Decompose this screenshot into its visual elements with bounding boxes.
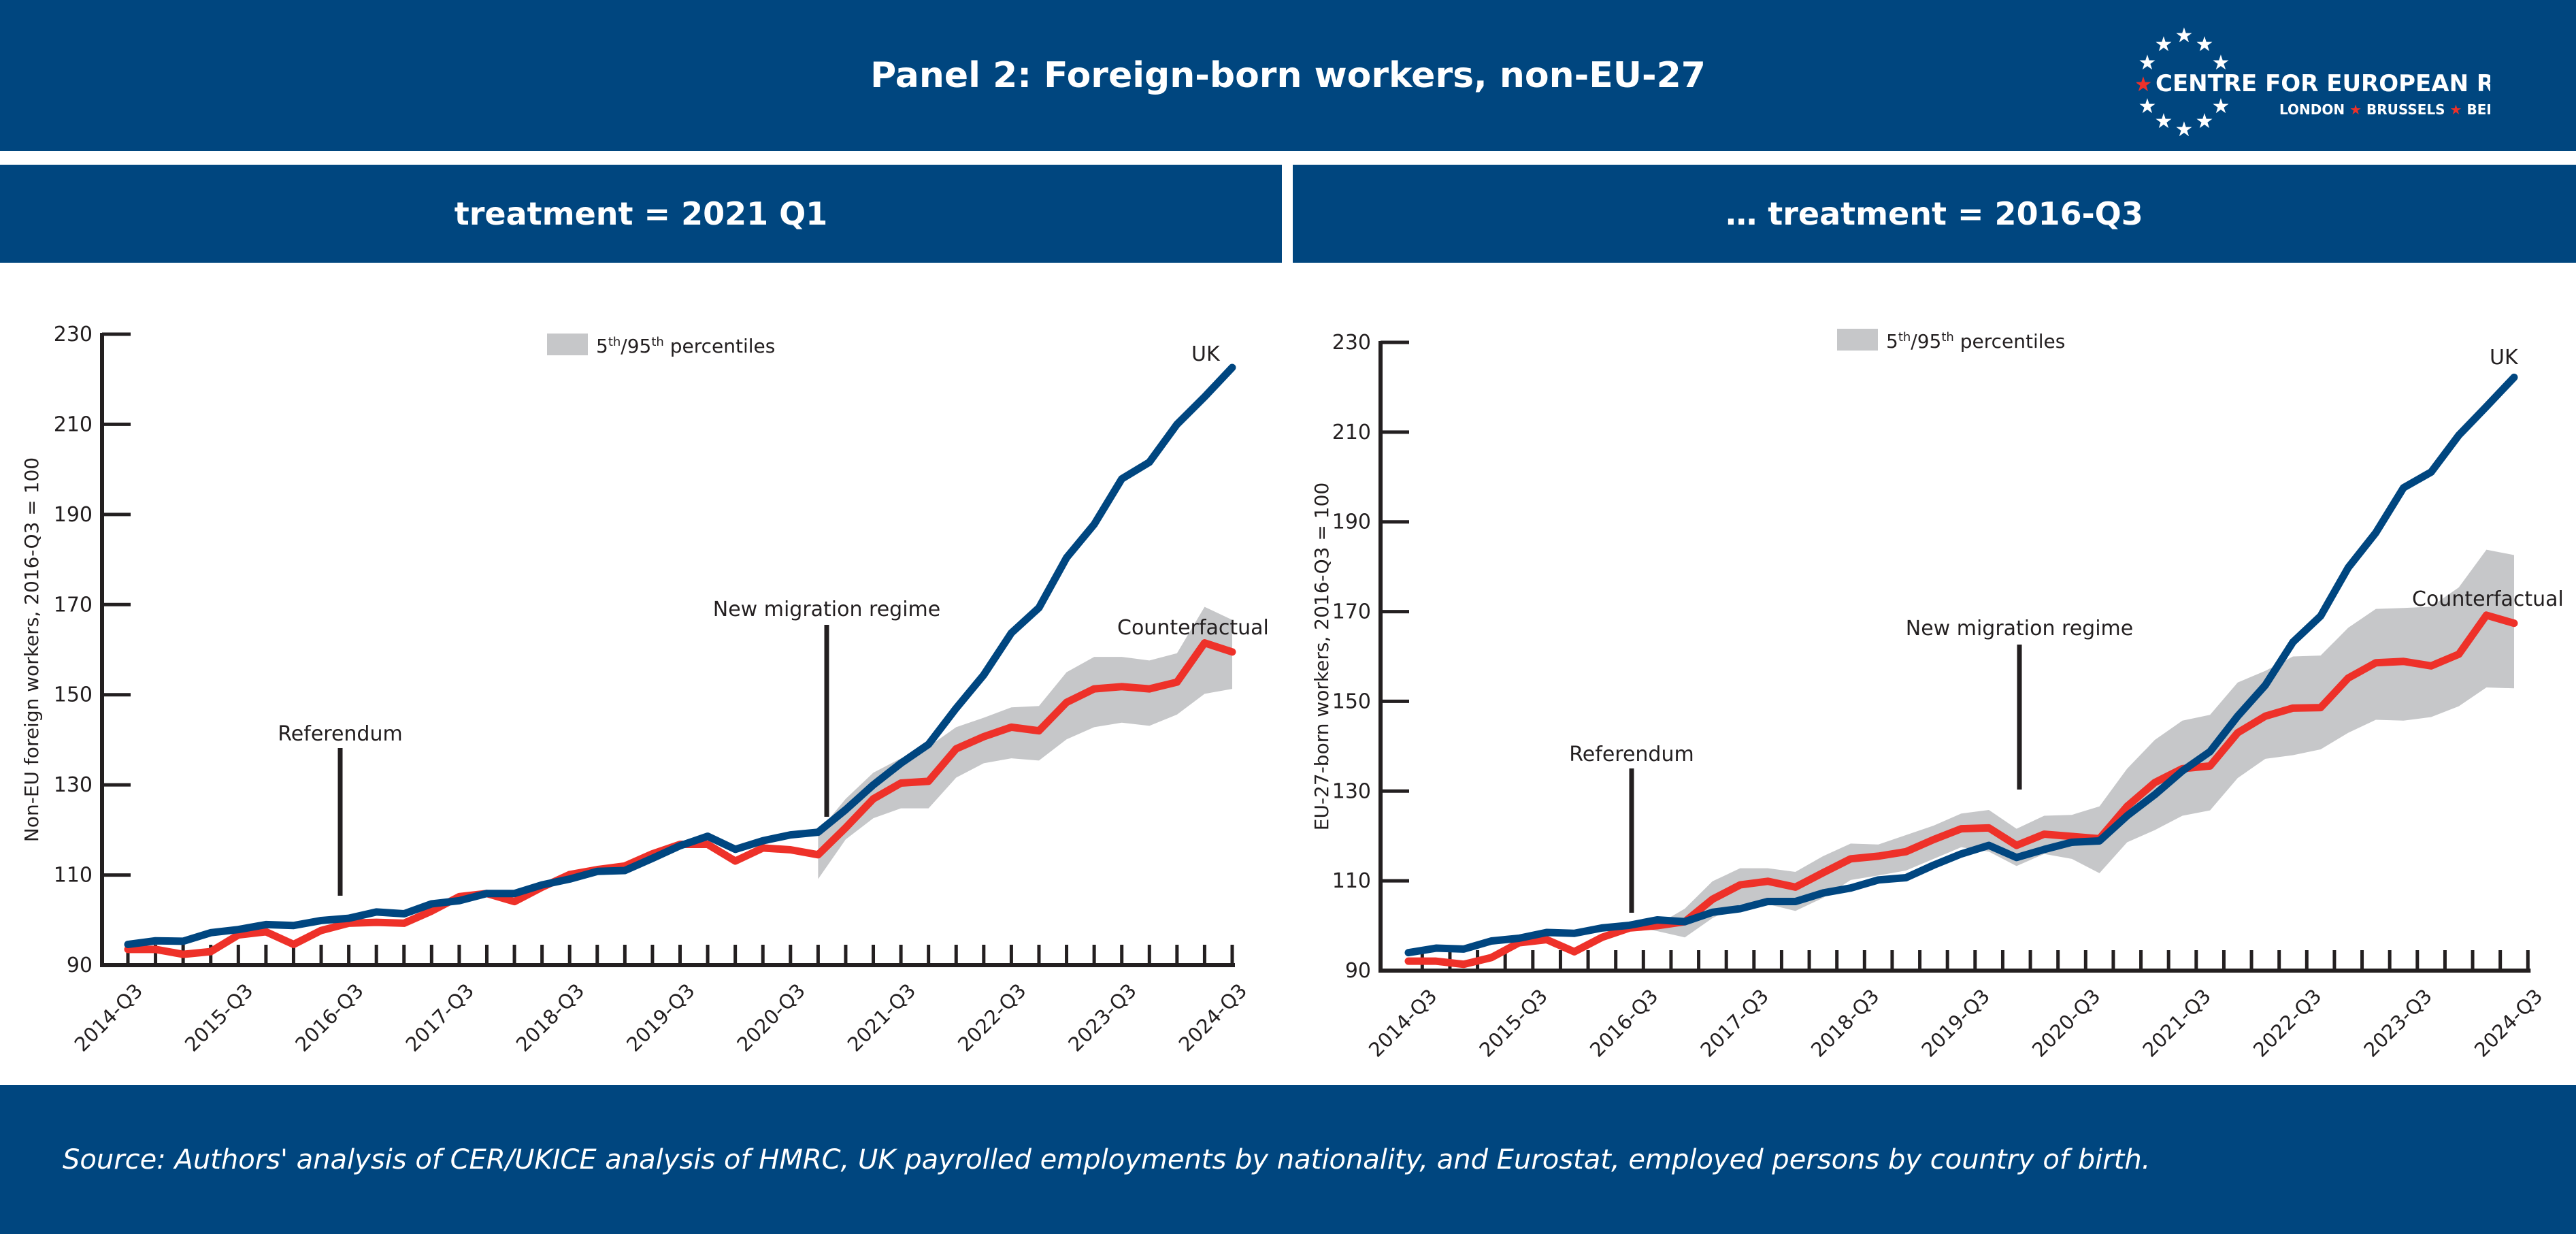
legend-label-part: th [651,335,663,349]
panel-heading-text: … treatment = 2016-Q3 [1725,195,2143,232]
migration-regime-annotation: New migration regime [1906,617,2133,640]
x-tick-label: 2018-Q3 [512,979,589,1056]
legend-swatch [1837,329,1878,351]
x-tick-label: 2017-Q3 [1696,984,1773,1062]
y-tick-label: 110 [1332,869,1371,893]
legend-label-part: th [608,335,621,349]
logo-cities: LONDON ★ BRUSSELS ★ BERLIN [2279,101,2490,118]
svg-text:★: ★ [2155,110,2173,133]
legend-label-part: percentiles [664,335,776,357]
legend-label-part: /95 [1911,330,1941,353]
x-tick-label: 2020-Q3 [2028,984,2105,1062]
x-tick-label: 2014-Q3 [70,979,148,1056]
x-tick-label: 2023-Q3 [2359,984,2437,1062]
y-tick-label: 170 [54,593,93,617]
x-tick-label: 2018-Q3 [1806,984,1884,1062]
panel-heading-text: treatment = 2021 Q1 [454,195,828,232]
x-tick-label: 2019-Q3 [1917,984,1994,1062]
page-title: Panel 2: Foreign-born workers, non-EU-27 [870,55,1706,96]
uk-series-label: UK [1191,342,1221,366]
x-tick-label: 2022-Q3 [2249,984,2326,1062]
svg-text:★: ★ [2212,95,2230,118]
uk-series-label: UK [2490,346,2519,370]
x-tick-label: 2017-Q3 [401,979,479,1056]
panel-heading-right: … treatment = 2016-Q3 [1293,165,2576,263]
header-bar: Panel 2: Foreign-born workers, non-EU-27 [0,0,2576,151]
y-tick-label: 150 [54,683,93,707]
svg-text:★: ★ [2175,24,2194,48]
legend-label-part: th [1898,330,1911,344]
y-tick-label: 190 [1332,510,1371,534]
svg-text:★: ★ [2175,118,2194,136]
chart-right: 90 110 130 150 170 190 210 230 2014-Q3 2015-Q3 201… [1310,329,2564,1062]
legend-label-part: 5 [1886,330,1898,353]
y-tick-label: 90 [1345,959,1371,983]
y-tick-label: 90 [67,954,93,977]
x-tick-label: 2021-Q3 [843,979,921,1056]
percentile-band [818,606,1232,879]
y-tick-label: 210 [1332,421,1371,444]
uk-series-line [124,363,1236,949]
x-tick-label: 2019-Q3 [622,979,699,1056]
x-tick-label: 2020-Q3 [732,979,810,1056]
svg-text:★: ★ [2196,110,2214,133]
logo-city: BERLIN [2466,101,2490,118]
x-tick-label: 2015-Q3 [1474,984,1552,1062]
y-tick-label: 190 [54,503,93,527]
y-tick-label: 130 [54,773,93,797]
x-tick-label: 2023-Q3 [1063,979,1141,1056]
legend-label: 5th/95th percentiles [1886,330,2065,353]
x-tick-label: 2016-Q3 [1585,984,1663,1062]
x-tick-label: 2015-Q3 [180,979,258,1056]
cer-logo: ★ ★ ★ ★ ★ ★ ★ ★ ★ ★ ★ CENTRE FOR EUROPEA… [2136,24,2490,136]
counterfactual-series-label: Counterfactual [1117,616,1269,640]
referendum-annotation: Referendum [278,722,402,746]
legend-label: 5th/95th percentiles [596,335,775,358]
y-tick-label: 130 [1332,779,1371,803]
legend-label-part: /95 [621,335,651,357]
y-tick-label: 230 [1332,331,1371,355]
svg-text:★: ★ [2136,73,2152,97]
x-tick-label: 2024-Q3 [1174,979,1252,1056]
logo-name: CENTRE FOR EUROPEAN REFORM [2156,70,2490,97]
logo-city: LONDON [2279,101,2345,118]
svg-text:★: ★ [2212,51,2230,75]
source-note: Source: Authors' analysis of CER/UKICE a… [63,1143,2151,1175]
y-tick-label: 210 [54,412,93,436]
logo-city: BRUSSELS [2366,101,2445,118]
x-tick-label: 2024-Q3 [2470,984,2547,1062]
y-axis-title: Non-EU foreign workers, 2016-Q3 = 100 [20,457,43,842]
legend-swatch [547,334,588,355]
star-ring-icon: ★ ★ ★ ★ ★ ★ ★ ★ ★ ★ ★ [2136,24,2230,136]
referendum-annotation: Referendum [1569,743,1694,766]
svg-text:★: ★ [2196,33,2214,56]
y-tick-label: 230 [54,323,93,346]
uk-series-line [1404,373,2518,957]
legend-label-part: th [1941,330,1953,344]
chart-left: 90 110 130 150 170 190 210 230 2014-Q3 2015-Q3 201… [20,323,1269,1056]
y-axis-title: EU-27-born workers, 2016-Q3 = 100 [1310,483,1333,830]
svg-text:★: ★ [2139,51,2157,75]
counterfactual-series-line [1404,611,2518,969]
migration-regime-annotation: New migration regime [713,598,940,621]
legend-label-part: percentiles [1954,330,2066,353]
y-tick-label: 170 [1332,600,1371,624]
y-tick-label: 110 [54,864,93,888]
x-tick-label: 2016-Q3 [291,979,368,1056]
legend-label-part: 5 [596,335,608,357]
x-tick-label: 2022-Q3 [953,979,1031,1056]
svg-text:★: ★ [2155,33,2173,56]
panel-heading-left: treatment = 2021 Q1 [0,165,1282,263]
footer-bar: Source: Authors' analysis of CER/UKICE a… [0,1085,2576,1234]
x-tick-label: 2014-Q3 [1364,984,1442,1062]
svg-text:★: ★ [2139,95,2157,118]
counterfactual-series-label: Counterfactual [2412,587,2564,611]
y-tick-label: 150 [1332,689,1371,713]
x-tick-label: 2021-Q3 [2138,984,2215,1062]
